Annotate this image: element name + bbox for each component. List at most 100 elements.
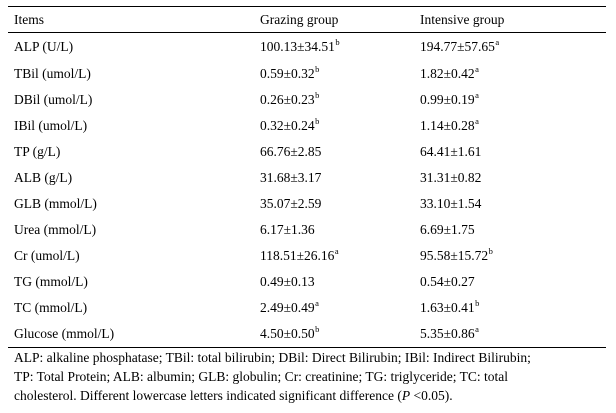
table-row: TC (mmol/L) 2.49±0.49a 1.63±0.41b [8, 295, 606, 321]
grazing-value-cell: 118.51±26.16a [260, 243, 420, 269]
header-items: Items [14, 11, 44, 27]
item-cell: TC (mmol/L) [14, 300, 88, 315]
table-row: TP (g/L) 66.76±2.85 64.41±1.61 [8, 139, 606, 165]
item-cell: IBil (umol/L) [14, 118, 88, 133]
grazing-significance-letter: b [315, 64, 320, 74]
header-intensive-group: Intensive group [420, 11, 505, 27]
item-cell: TG (mmol/L) [14, 274, 88, 289]
grazing-value: 2.49±0.49 [260, 300, 315, 315]
table-header-row: Items Grazing group Intensive group [8, 6, 606, 33]
intensive-value-cell: 0.99±0.19a [420, 87, 606, 113]
intensive-significance-letter: a [475, 64, 479, 74]
intensive-value: 194.77±57.65 [420, 39, 495, 54]
intensive-value: 33.10±1.54 [420, 196, 482, 211]
grazing-value: 0.26±0.23 [260, 92, 315, 107]
table-row: TG (mmol/L) 0.49±0.13 0.54±0.27 [8, 269, 606, 295]
footnote-line-3-prefix: cholesterol. Different lowercase letters… [14, 388, 402, 403]
grazing-value-cell: 0.26±0.23b [260, 87, 420, 113]
grazing-value: 4.50±0.50 [260, 326, 315, 341]
grazing-significance-letter: b [315, 116, 320, 126]
grazing-value: 31.68±3.17 [260, 170, 322, 185]
intensive-value-cell: 6.69±1.75 [420, 217, 606, 243]
footnote-line-2: TP: Total Protein; ALB: albumin; GLB: gl… [14, 369, 509, 384]
grazing-value: 0.49±0.13 [260, 274, 315, 289]
item-cell: ALB (g/L) [14, 170, 73, 185]
intensive-value-cell: 1.14±0.28a [420, 113, 606, 139]
grazing-value-cell: 100.13±34.51b [260, 33, 420, 62]
footnote-line-3-suffix: <0.05). [410, 388, 453, 403]
intensive-value: 6.69±1.75 [420, 222, 475, 237]
grazing-value: 100.13±34.51 [260, 39, 335, 54]
intensive-value-cell: 31.31±0.82 [420, 165, 606, 191]
table-row: ALB (g/L) 31.68±3.17 31.31±0.82 [8, 165, 606, 191]
serum-biochemistry-table: Items Grazing group Intensive group ALP … [8, 6, 606, 348]
intensive-value: 5.35±0.86 [420, 326, 475, 341]
intensive-value-cell: 64.41±1.61 [420, 139, 606, 165]
table-row: Urea (mmol/L) 6.17±1.36 6.69±1.75 [8, 217, 606, 243]
intensive-value-cell: 33.10±1.54 [420, 191, 606, 217]
grazing-value-cell: 0.49±0.13 [260, 269, 420, 295]
item-cell: TBil (umol/L) [14, 66, 91, 81]
intensive-value-cell: 1.82±0.42a [420, 61, 606, 87]
intensive-value: 31.31±0.82 [420, 170, 482, 185]
table-footnote: ALP: alkaline phosphatase; TBil: total b… [14, 348, 604, 405]
intensive-significance-letter: a [475, 324, 479, 334]
grazing-value-cell: 2.49±0.49a [260, 295, 420, 321]
footnote-line-3: cholesterol. Different lowercase letters… [14, 386, 604, 405]
intensive-significance-letter: a [495, 37, 500, 47]
item-cell: TP (g/L) [14, 144, 61, 159]
grazing-value-cell: 4.50±0.50b [260, 321, 420, 348]
table-row: IBil (umol/L) 0.32±0.24b 1.14±0.28a [8, 113, 606, 139]
item-cell: DBil (umol/L) [14, 92, 93, 107]
grazing-value-cell: 66.76±2.85 [260, 139, 420, 165]
item-cell: Cr (umol/L) [14, 248, 80, 263]
intensive-value-cell: 5.35±0.86a [420, 321, 606, 348]
table-row: Glucose (mmol/L) 4.50±0.50b 5.35±0.86a [8, 321, 606, 348]
item-cell: Urea (mmol/L) [14, 222, 97, 237]
table-row: TBil (umol/L) 0.59±0.32b 1.82±0.42a [8, 61, 606, 87]
table-row: ALP (U/L) 100.13±34.51b 194.77±57.65a [8, 33, 606, 62]
grazing-value: 118.51±26.16 [260, 248, 335, 263]
item-cell: Glucose (mmol/L) [14, 326, 115, 341]
grazing-value-cell: 6.17±1.36 [260, 217, 420, 243]
grazing-value: 0.59±0.32 [260, 66, 315, 81]
intensive-value-cell: 95.58±15.72b [420, 243, 606, 269]
item-cell: ALP (U/L) [14, 39, 74, 54]
item-cell: GLB (mmol/L) [14, 196, 97, 211]
grazing-value-cell: 31.68±3.17 [260, 165, 420, 191]
intensive-value: 1.14±0.28 [420, 118, 475, 133]
grazing-value: 0.32±0.24 [260, 118, 315, 133]
grazing-significance-letter: b [335, 37, 340, 47]
grazing-significance-letter: a [334, 246, 339, 256]
grazing-value-cell: 0.59±0.32b [260, 61, 420, 87]
intensive-value: 0.54±0.27 [420, 274, 475, 289]
table-row: DBil (umol/L) 0.26±0.23b 0.99±0.19a [8, 87, 606, 113]
intensive-value-cell: 0.54±0.27 [420, 269, 606, 295]
intensive-value: 64.41±1.61 [420, 144, 482, 159]
grazing-value-cell: 35.07±2.59 [260, 191, 420, 217]
intensive-value: 1.82±0.42 [420, 66, 475, 81]
intensive-value-cell: 194.77±57.65a [420, 33, 606, 62]
intensive-significance-letter: a [475, 90, 479, 100]
table-row: Cr (umol/L) 118.51±26.16a 95.58±15.72b [8, 243, 606, 269]
intensive-value: 1.63±0.41 [420, 300, 475, 315]
grazing-significance-letter: b [315, 324, 320, 334]
intensive-value: 95.58±15.72 [420, 248, 489, 263]
table-row: GLB (mmol/L) 35.07±2.59 33.10±1.54 [8, 191, 606, 217]
grazing-value-cell: 0.32±0.24b [260, 113, 420, 139]
intensive-significance-letter: b [475, 298, 480, 308]
footnote-line-1: ALP: alkaline phosphatase; TBil: total b… [14, 350, 531, 365]
intensive-significance-letter: a [475, 116, 479, 126]
grazing-value: 6.17±1.36 [260, 222, 315, 237]
header-grazing-group: Grazing group [260, 11, 339, 27]
intensive-value: 0.99±0.19 [420, 92, 475, 107]
data-table-container: Items Grazing group Intensive group ALP … [8, 6, 606, 348]
grazing-significance-letter: a [315, 298, 319, 308]
intensive-significance-letter: b [488, 246, 493, 256]
grazing-value: 66.76±2.85 [260, 144, 322, 159]
grazing-significance-letter: b [315, 90, 320, 100]
intensive-value-cell: 1.63±0.41b [420, 295, 606, 321]
grazing-value: 35.07±2.59 [260, 196, 322, 211]
table-body: ALP (U/L) 100.13±34.51b 194.77±57.65a TBil … [8, 33, 606, 348]
footnote-p-symbol: P [401, 388, 411, 403]
